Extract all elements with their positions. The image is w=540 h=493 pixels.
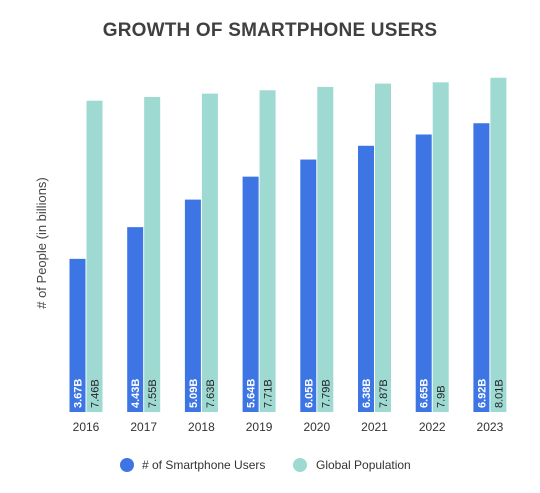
data-label: 6.38B: [361, 379, 373, 408]
data-label: 6.65B: [419, 379, 431, 408]
data-label: 7.46B: [90, 379, 102, 408]
data-label: 3.67B: [73, 379, 85, 408]
bar-smartphone-users: [358, 145, 374, 413]
data-label: 5.64B: [246, 379, 258, 408]
x-tick-label: 2017: [130, 420, 157, 434]
legend-label: Global Population: [316, 458, 411, 472]
bar-smartphone-users: [300, 159, 317, 412]
data-label: 7.71B: [263, 379, 275, 408]
bar-smartphone-users: [69, 258, 86, 412]
bar-global-population: [375, 83, 391, 412]
legend-label: # of Smartphone Users: [142, 458, 265, 472]
bar-global-population: [201, 93, 218, 413]
data-label: 7.79B: [320, 379, 332, 408]
bar-global-population: [259, 90, 276, 412]
x-tick-label: 2018: [188, 420, 215, 434]
x-tick-label: 2020: [303, 420, 330, 434]
data-label: 7.55B: [147, 379, 159, 408]
bar-smartphone-users: [127, 227, 144, 412]
x-tick-label: 2023: [477, 420, 504, 434]
bar-global-population: [144, 96, 161, 412]
data-label: 5.09B: [188, 379, 200, 408]
x-tick-label: 2016: [73, 420, 100, 434]
x-tick-label: 2021: [361, 420, 388, 434]
bar-smartphone-users: [473, 123, 490, 413]
y-axis-label: # of People (in billions): [34, 177, 49, 309]
legend-marker: [120, 458, 134, 472]
data-label: 6.05B: [303, 379, 315, 408]
x-tick-label: 2022: [419, 420, 446, 434]
bar-global-population: [317, 86, 334, 413]
data-label: 6.92B: [476, 379, 488, 408]
bar-global-population: [432, 82, 449, 413]
bar-smartphone-users: [242, 176, 259, 412]
data-label: 7.87B: [378, 379, 390, 408]
chart-title: GROWTH OF SMARTPHONE USERS: [102, 20, 438, 41]
bar-global-population: [490, 77, 507, 412]
data-label: 7.9B: [436, 385, 448, 408]
bar-smartphone-users: [184, 199, 201, 412]
data-label: 4.43B: [130, 379, 142, 408]
data-label: 8.01B: [493, 379, 505, 408]
bar-global-population: [86, 100, 103, 412]
x-tick-label: 2019: [246, 420, 273, 434]
data-label: 7.63B: [205, 379, 217, 408]
bar-smartphone-users: [415, 134, 432, 413]
legend-marker: [293, 458, 307, 472]
